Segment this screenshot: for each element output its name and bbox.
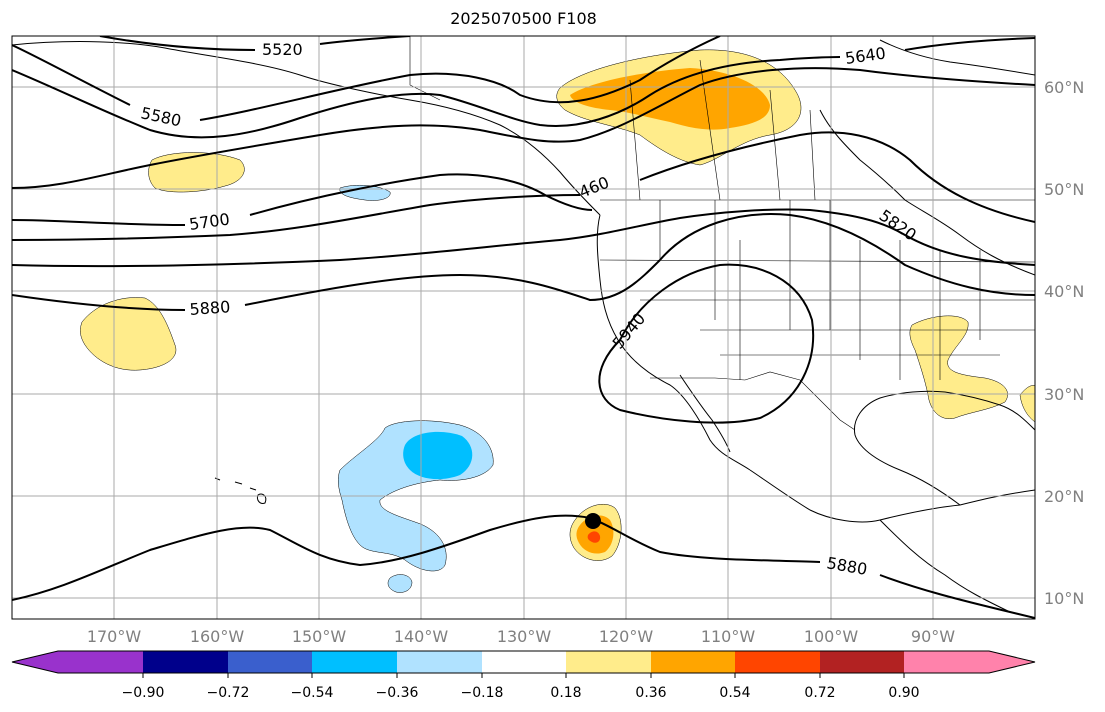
colorbar-label-8: 0.72 [804, 685, 835, 701]
positive-anomaly-florida [1019, 385, 1035, 423]
colorbar-extend-high [989, 651, 1035, 673]
colorbar-bin-1 [143, 651, 228, 673]
coastline-us-west [596, 214, 751, 471]
borders [409, 36, 1035, 431]
contour-5940 [598, 263, 815, 424]
colorbar: −0.90 −0.72 −0.54 −0.36 −0.18 0.18 0.36 … [11, 650, 1036, 701]
contour-5580-a [12, 44, 131, 106]
contour-5700-b [12, 173, 593, 226]
cyclone-marker [585, 513, 601, 529]
lon-label-160w: 160°W [190, 627, 245, 646]
colorbar-label-4: −0.18 [461, 685, 504, 701]
colorbar-label-2: −0.54 [291, 685, 334, 701]
contour-5820 [12, 208, 1035, 268]
colorbar-bin-10 [904, 651, 989, 673]
colorbar-bin-5 [482, 651, 566, 673]
colorbar-tick-labels: −0.90 −0.72 −0.54 −0.36 −0.18 0.18 0.36 … [122, 685, 920, 701]
coastline-central-america [879, 519, 1011, 613]
lon-label-100w: 100°W [804, 627, 859, 646]
colorbar-bin-8 [735, 651, 820, 673]
colorbar-bin-0 [58, 651, 143, 673]
positive-anomaly-aleutian [148, 152, 245, 193]
lat-label-50: 50°N [1044, 180, 1084, 199]
contour-labels: 5520 5580 5640 5700 460 5820 5880 5940 5… [139, 40, 920, 579]
positive-anomaly-tropical-center [587, 531, 601, 543]
colorbar-outline [11, 650, 1036, 674]
contour-5580-b [199, 36, 721, 121]
lon-label-150w: 150°W [292, 627, 347, 646]
colorbar-label-6: 0.36 [635, 685, 666, 701]
colorbar-label-7: 0.54 [719, 685, 750, 701]
contour-5760 [12, 131, 1035, 241]
island-3 [249, 487, 257, 491]
contour-label-5520: 5520 [262, 40, 303, 59]
map-frame [11, 35, 1036, 620]
colorbar-bin-9 [820, 651, 904, 673]
colorbar-ticks [142, 673, 905, 678]
anomaly-fill [80, 49, 1035, 593]
contour-5700-a [12, 67, 1035, 189]
island-2 [234, 481, 243, 485]
coastline-gulf [853, 390, 1035, 506]
coastline-baja [679, 374, 731, 453]
lon-label-90w: 90°W [911, 627, 955, 646]
lon-label-170w: 170°W [87, 627, 142, 646]
map-title: 2025070500 F108 [450, 9, 597, 28]
negative-anomaly-pacific-core [403, 431, 473, 480]
lon-label-110w: 110°W [701, 627, 756, 646]
latitude-labels: 60°N 50°N 40°N 30°N 20°N 10°N [1044, 78, 1084, 608]
negative-anomaly-small [387, 574, 413, 593]
colorbar-label-5: 0.18 [550, 685, 581, 701]
lat-label-40: 40°N [1044, 282, 1084, 301]
positive-anomaly-southeast [909, 315, 1008, 420]
colorbar-label-0: −0.90 [122, 685, 165, 701]
height-contours [12, 36, 1035, 619]
contour-5880-south [12, 514, 1035, 619]
positive-anomaly-west [80, 297, 177, 371]
colorbar-label-3: −0.36 [376, 685, 419, 701]
lat-label-30: 30°N [1044, 385, 1084, 404]
colorbar-label-1: −0.72 [207, 685, 250, 701]
coastline-alaska [12, 41, 601, 216]
hawaii [214, 477, 267, 504]
map-body: 5520 5580 5640 5700 460 5820 5880 5940 5… [12, 36, 1035, 619]
lon-label-130w: 130°W [497, 627, 552, 646]
border-state-2 [599, 259, 1035, 356]
lat-label-20: 20°N [1044, 487, 1084, 506]
lon-label-120w: 120°W [599, 627, 654, 646]
lat-label-10: 10°N [1044, 589, 1084, 608]
contour-5520 [99, 36, 411, 51]
island-4 [257, 493, 267, 504]
colorbar-extend-low [12, 651, 58, 673]
border-us-mexico [650, 371, 856, 431]
border-canada-provinces [629, 59, 816, 201]
coastline-hudson [879, 39, 1035, 76]
longitude-labels: 170°W 160°W 150°W 140°W 130°W 120°W 110°… [87, 627, 955, 646]
colorbar-bin-2 [228, 651, 312, 673]
colorbar-bin-4 [397, 651, 482, 673]
colorbar-label-9: 0.90 [888, 685, 919, 701]
positive-anomaly-canada-core [570, 68, 770, 130]
contour-5640-a [12, 56, 841, 139]
lon-label-140w: 140°W [394, 627, 449, 646]
lat-label-60: 60°N [1044, 78, 1084, 97]
contour-5640-b [904, 37, 1035, 51]
colorbar-bin-6 [566, 651, 651, 673]
colorbar-bin-7 [651, 651, 735, 673]
contour-label-5880-north: 5880 [189, 297, 231, 319]
colorbar-bin-3 [312, 651, 397, 673]
contour-5880-north [12, 213, 1035, 311]
